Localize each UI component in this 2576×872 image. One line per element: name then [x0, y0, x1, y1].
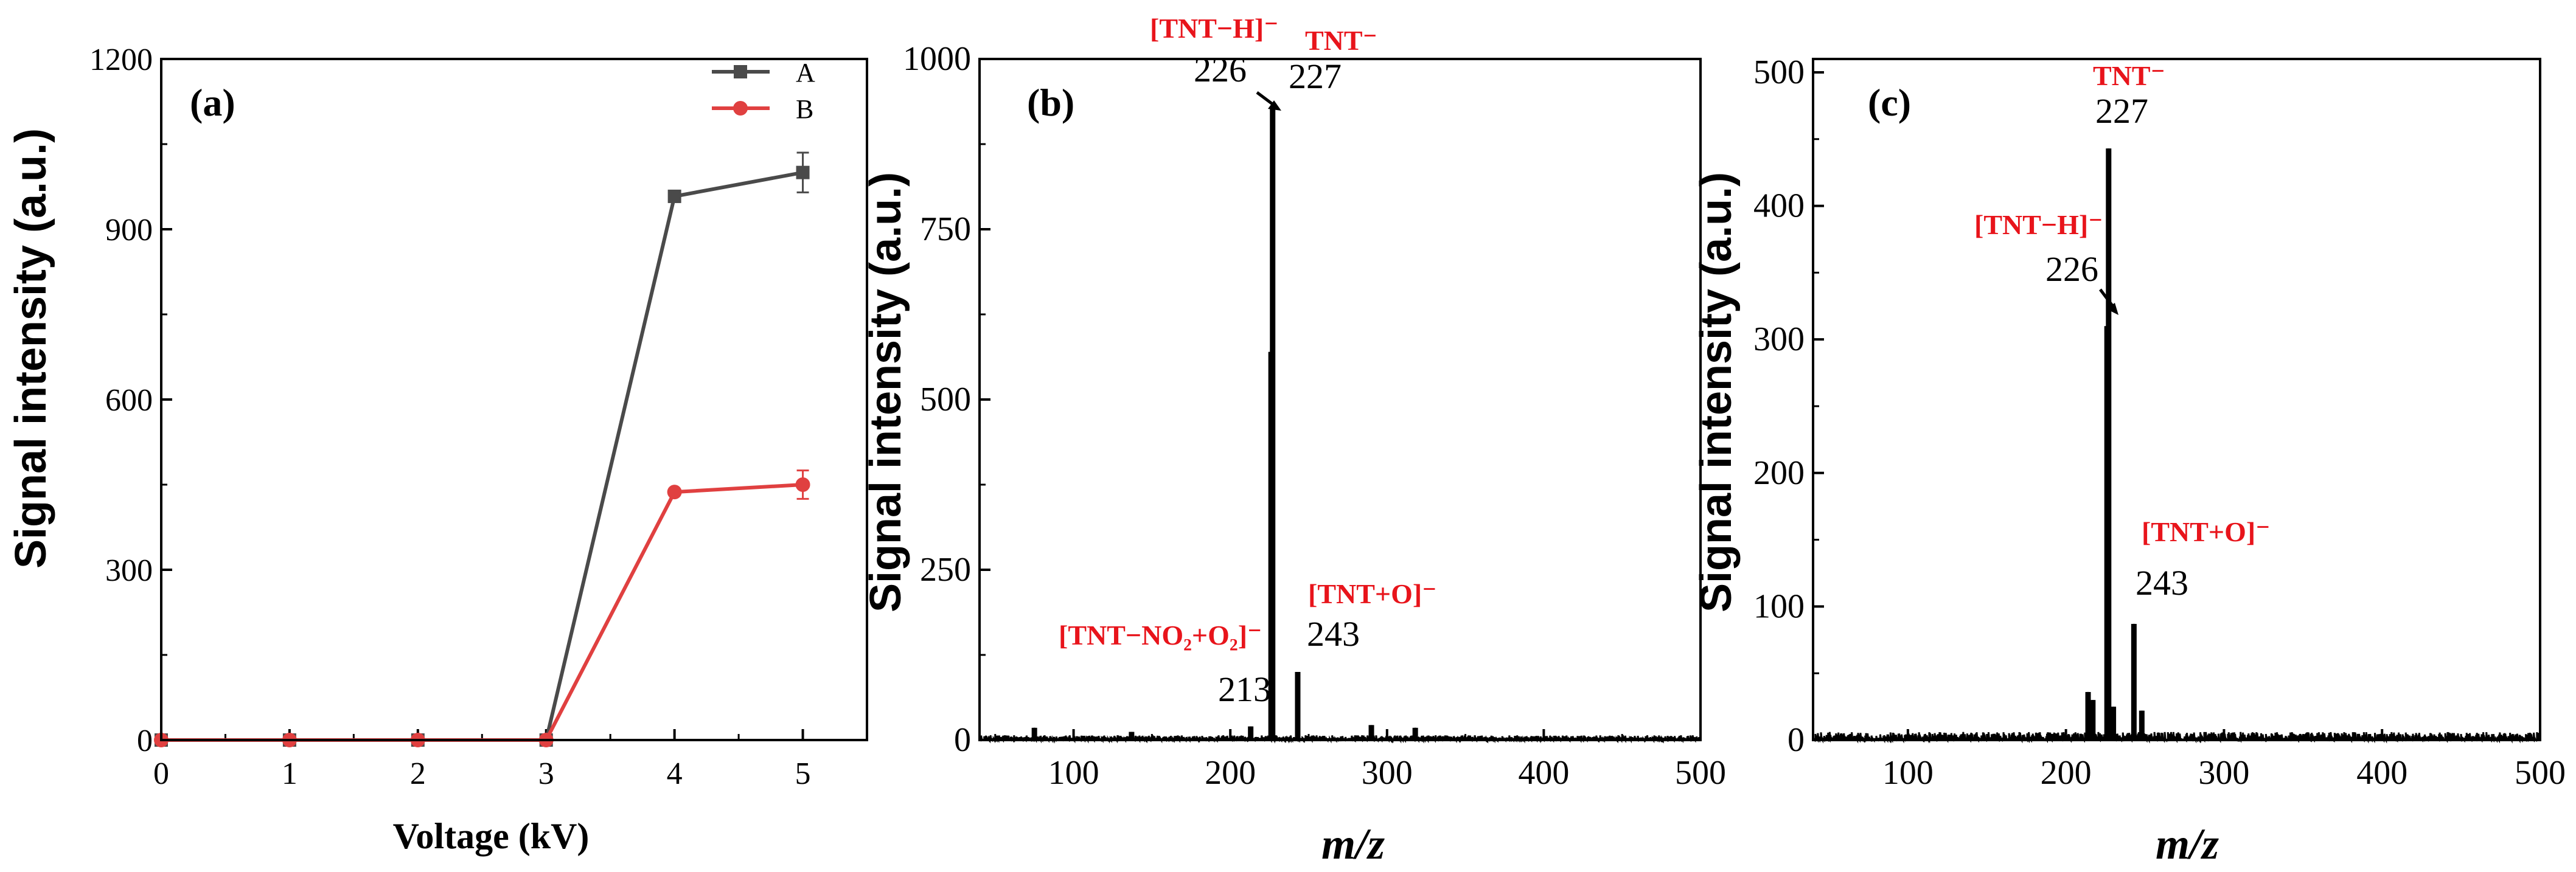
panel-c-label-tnt-minus-h: [TNT−H]⁻: [1974, 209, 2103, 240]
panel-b-x-tick-label: 200: [1205, 754, 1256, 792]
panel-c-y-axis-title: Signal intensity (a.u.): [1692, 172, 1741, 612]
panel-c-label-tnt: TNT⁻: [2093, 60, 2165, 91]
panel-a-plot-frame: [160, 58, 868, 741]
panel-b-x-tick-label: 400: [1518, 754, 1569, 792]
panel-b-x-axis-title: m/z: [1321, 820, 1385, 868]
panel-c-y-tick-label: 0: [1788, 721, 1805, 759]
panel-a-y-tick-label: 1200: [89, 43, 153, 77]
series-A-line: [161, 170, 804, 742]
panel-c-x-tick-label: 400: [2356, 754, 2407, 792]
panel-a-y-tick-label: 600: [105, 383, 153, 418]
panel-c-mz-227: 227: [2095, 91, 2148, 131]
panel-b-ticks: 0 250 500 750 1000 100 200 300 400 500: [903, 40, 1726, 792]
legend-B-label: B: [796, 94, 813, 124]
panel-c-y-tick-label: 300: [1753, 320, 1805, 358]
panel-b-mz-243: 243: [1307, 614, 1360, 654]
panel-a-x-tick-label: 3: [538, 756, 554, 791]
panel-c-x-tick-label: 100: [1882, 754, 1934, 792]
panel-c-y-tick-label: 500: [1753, 54, 1805, 91]
panel-c-noise-trace: [1812, 148, 2541, 744]
panel-c-data: [1812, 148, 2541, 744]
panel-a-voltage-chart: Signal intensity (a.u.) Voltage (kV) (a)…: [7, 43, 868, 856]
panel-a-y-tick-label: 900: [105, 213, 153, 247]
panel-b-label-tnt-plus-o: [TNT+O]⁻: [1308, 578, 1437, 609]
panel-a-label: (a): [190, 81, 235, 124]
panel-b-label-tnt-minus-h: [TNT−H]⁻: [1150, 13, 1279, 44]
panel-a-x-tick-label: 2: [410, 756, 426, 791]
panel-b-x-tick-label: 500: [1675, 754, 1726, 792]
legend-B-marker: [733, 101, 748, 116]
series-B-point: [667, 485, 682, 500]
panel-b-y-tick-label: 1000: [903, 40, 971, 78]
panel-a-legend: AB: [712, 58, 815, 124]
panel-a-y-tick-label: 300: [105, 553, 153, 588]
panel-c-mz-226: 226: [2045, 249, 2098, 289]
panel-c-label-tnt-plus-o: [TNT+O]⁻: [2142, 516, 2271, 547]
panel-c-spectrum: Signal intensity (a.u.) m/z (c) 0 100 200 3…: [1692, 54, 2566, 868]
panel-c-y-tick-label: 200: [1753, 454, 1805, 492]
panel-c-plot-frame: [1812, 58, 2541, 741]
panel-b-mz-226: 226: [1194, 50, 1247, 89]
panel-c-x-tick-label: 200: [2041, 754, 2092, 792]
panel-a-x-axis-title: Voltage (kV): [393, 816, 590, 856]
panel-b-plot-frame: [978, 58, 1702, 741]
panel-a-x-tick-label: 0: [153, 756, 169, 791]
panel-c-mz-243: 243: [2136, 563, 2188, 603]
panel-b-mz-227: 227: [1289, 57, 1342, 96]
panel-a-x-tick-label: 4: [667, 756, 683, 791]
panel-a-data: [154, 151, 810, 747]
panel-b-x-tick-label: 100: [1048, 754, 1099, 792]
panel-c-x-tick-label: 300: [2198, 754, 2249, 792]
panel-b-arrow-226: [1256, 91, 1281, 111]
panel-a-x-tick-label: 5: [795, 756, 811, 791]
panel-a-x-tick-label: 1: [282, 756, 298, 791]
series-B-point: [795, 477, 810, 492]
panel-a-ticks: 0 300 600 900 1200 0 1 2 3 4 5: [89, 43, 811, 791]
panel-b-y-tick-label: 750: [920, 210, 971, 248]
panel-b-y-tick-label: 250: [920, 551, 971, 589]
panel-c-arrow-226: [2099, 288, 2118, 315]
series-A-point: [796, 165, 810, 179]
series-B-line: [161, 483, 803, 742]
panel-c-y-tick-label: 400: [1753, 187, 1805, 225]
panel-b-label-tnt: TNT⁻: [1305, 25, 1377, 56]
panel-c-ticks: 0 100 200 300 400 500 100 200 300 400 500: [1753, 54, 2566, 792]
panel-b-x-tick-label: 300: [1362, 754, 1413, 792]
panel-c-x-axis-title: m/z: [2156, 820, 2219, 868]
panel-c-x-tick-label: 500: [2515, 754, 2566, 792]
panel-b-y-axis-title: Signal intensity (a.u.): [862, 172, 910, 612]
series-A-point: [667, 189, 681, 203]
panel-b-mz-213: 213: [1218, 670, 1271, 709]
panel-b-label-tnt-minus-no2-plus-o2: [TNT−NO₂+O₂]⁻: [1059, 620, 1262, 651]
panel-c-label: (c): [1868, 81, 1911, 124]
panel-c-y-tick-label: 100: [1753, 587, 1805, 625]
panel-a-y-axis-title: Signal intensity (a.u.): [7, 128, 55, 569]
legend-A-label: A: [796, 58, 815, 88]
panel-b-label: (b): [1027, 81, 1074, 124]
legend-A-marker: [734, 65, 747, 78]
panel-b-y-tick-label: 500: [920, 381, 971, 418]
panel-b-spectrum: Signal intensity (a.u.) m/z (b) 0 250 500 7…: [862, 13, 1726, 868]
panel-b-y-tick-label: 0: [954, 721, 971, 759]
panel-a-y-tick-label: 0: [137, 724, 153, 758]
